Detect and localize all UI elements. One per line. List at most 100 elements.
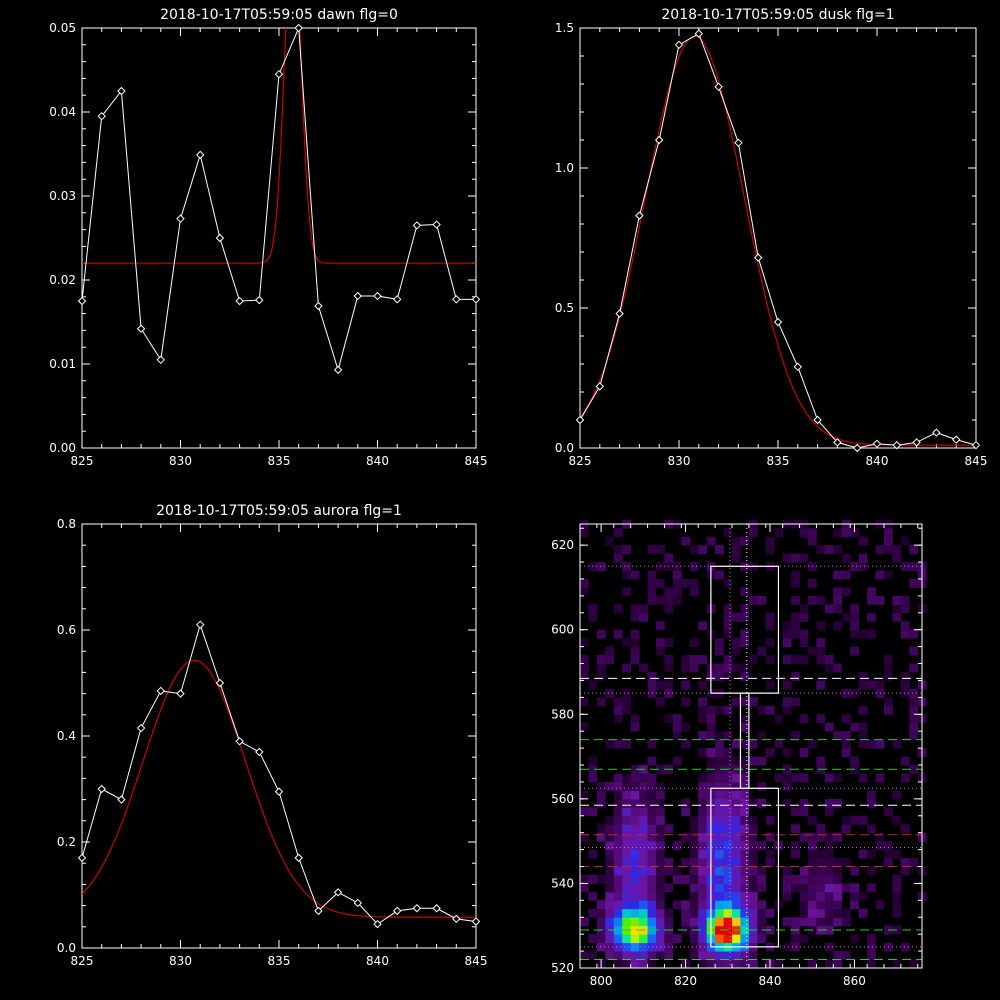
heatmap-cell [664,663,674,673]
heatmap-cell [596,917,606,927]
heatmap-cell [732,739,741,749]
heatmap-cell [900,688,910,698]
heatmap-cell [740,697,750,707]
heatmap-cell [715,841,724,850]
heatmap-cell [799,866,809,876]
heatmap-cell [689,891,699,901]
data-point [595,382,605,391]
heatmap-cell [833,731,843,741]
data-line [580,32,976,448]
heatmap-cell [672,595,682,605]
heatmap-cell [613,841,623,850]
data-point [872,439,882,449]
heatmap-cell [715,934,724,944]
heatmap-cell [833,900,843,910]
heatmap-cell [639,612,648,622]
heatmap-cell [757,595,767,605]
y-tick-label: 520 [551,961,574,975]
heatmap-cell [681,739,691,749]
heatmap-cell [791,841,800,850]
y-tick-label: 0.2 [57,835,76,849]
data-point [136,723,146,733]
heatmap-cell [647,832,657,842]
y-tick-label: 560 [551,792,574,806]
heatmap-cell [580,697,589,707]
y-tick-label: 0.8 [57,517,76,531]
heatmap-cell [824,807,834,817]
heatmap-cell [605,739,615,749]
heatmap-cell [656,579,665,588]
data-line [82,28,476,372]
heatmap-cell [833,587,843,597]
data-point [635,211,644,220]
heatmap-cell [884,536,893,546]
heatmap-cell [630,638,640,648]
data-point [471,295,481,304]
heatmap-cell [698,655,707,664]
heatmap-cell [613,815,623,825]
heatmap-cell [824,722,834,732]
y-tick-label: 0.04 [49,105,76,119]
heatmap-cell [909,858,919,867]
heatmap-cell [740,638,750,648]
heatmap-cell [799,655,809,664]
heatmap-cell [732,908,741,918]
heatmap-cell [723,951,733,960]
heatmap-cell [808,883,817,893]
heatmap-cell [740,536,750,546]
heatmap-cell [664,680,674,690]
heatmap-cell [689,875,699,884]
heatmap-cell [698,621,707,631]
heatmap-cell [791,934,800,944]
heatmap-cell [622,638,631,648]
heatmap-cell [900,672,910,681]
heatmap-cell [808,849,817,859]
heatmap-cell [613,891,623,901]
heatmap-cell [723,883,733,893]
heatmap-cell [723,815,733,825]
heatmap-cell [791,849,800,859]
heatmap-cell [833,875,843,884]
heatmap-cell [900,621,910,631]
heatmap-cell [824,858,834,867]
data-point [117,795,126,804]
y-tick-label: 0.05 [49,21,76,35]
heatmap-cell [596,781,606,791]
heatmap-cell [706,722,716,732]
heatmap-cell [799,553,809,563]
heatmap-cell [748,908,758,918]
heatmap-cell [841,553,851,563]
heatmap-cell [647,579,657,588]
heatmap-cell [765,621,775,631]
region-box [710,787,780,948]
heatmap-cell [698,917,707,927]
heatmap-cell [782,798,792,808]
heatmap-cell [858,908,868,918]
heatmap-cell [757,900,767,910]
heatmap-cell [782,705,792,715]
heatmap-cell [647,841,657,850]
heatmap-cell [698,697,707,707]
heatmap-cell [740,672,750,681]
heatmap-cell [723,900,733,910]
heatmap-cell [580,528,589,538]
heatmap-cell [841,731,851,741]
heatmap-cell [689,900,699,910]
heatmap-cell [765,815,775,825]
heatmap-cell [698,866,707,876]
data-point [117,86,126,96]
heatmap-cell [782,621,792,631]
plot-frame [81,27,477,449]
heatmap-cell [723,773,733,783]
heatmap-cell [715,663,724,673]
x-tick-label: 840 [759,974,782,988]
heatmap-cell [858,773,868,783]
heatmap-cell [715,925,724,935]
heatmap-cell [605,908,615,918]
heatmap-cell [909,722,919,732]
heatmap-cell [884,663,893,673]
heatmap-cell [892,790,902,800]
heatmap-cell [875,832,885,842]
heatmap-cell [689,934,699,944]
heatmap-cell [596,824,606,834]
